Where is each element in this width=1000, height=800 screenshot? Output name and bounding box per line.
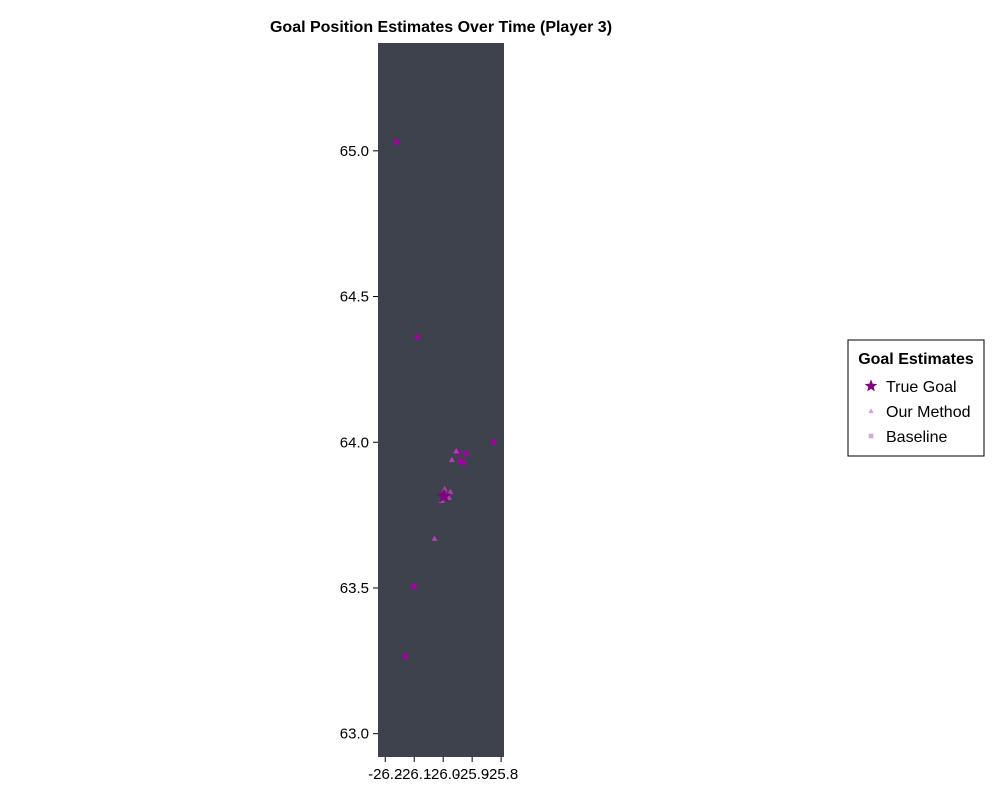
legend-label-true-goal: True Goal bbox=[886, 379, 957, 396]
legend-label-baseline: Baseline bbox=[886, 429, 947, 446]
data-points bbox=[394, 139, 497, 660]
baseline-point bbox=[457, 458, 464, 464]
baseline-point bbox=[415, 334, 421, 340]
plot-area bbox=[378, 43, 504, 757]
our-method-point bbox=[447, 488, 454, 495]
legend: Goal Estimates True Goal Our Method Baseli… bbox=[847, 339, 985, 457]
y-axis: 63.0 63.5 64.0 64.5 65.0 bbox=[340, 143, 378, 743]
baseline-point bbox=[460, 460, 467, 466]
baseline-point bbox=[411, 583, 417, 590]
our-method-point bbox=[441, 485, 448, 492]
baseline-point bbox=[463, 451, 469, 457]
y-tick-label: 63.0 bbox=[340, 726, 369, 743]
baseline-point bbox=[491, 439, 497, 445]
y-tick-label: 63.5 bbox=[340, 580, 369, 597]
y-tick-label: 65.0 bbox=[340, 143, 369, 160]
x-tick-label: -26.2 bbox=[368, 766, 402, 783]
legend-marker-baseline bbox=[868, 433, 874, 439]
x-tick-label: -26.0 bbox=[426, 766, 460, 783]
legend-label-our-method: Our Method bbox=[886, 404, 970, 421]
x-tick-label: -25.8 bbox=[484, 766, 518, 783]
x-tick-label: -26.1 bbox=[397, 766, 431, 783]
our-method-point bbox=[431, 535, 438, 541]
true-goal-point bbox=[436, 488, 452, 503]
baseline-point bbox=[394, 139, 400, 145]
baseline-point bbox=[402, 653, 409, 660]
y-tick-label: 64.0 bbox=[340, 434, 369, 451]
legend-entries: True Goal Our Method Baseline bbox=[864, 379, 970, 446]
x-axis: -26.2-26.1-26.0-25.9-25.8 bbox=[368, 757, 518, 783]
chart-title: Goal Position Estimates Over Time (Playe… bbox=[270, 19, 612, 36]
y-tick-label: 64.5 bbox=[340, 289, 369, 306]
legend-marker-true-goal bbox=[864, 379, 878, 392]
our-method-point bbox=[453, 448, 460, 454]
x-tick-label: -25.9 bbox=[455, 766, 489, 783]
our-method-point bbox=[448, 456, 455, 463]
legend-title: Goal Estimates bbox=[858, 351, 974, 368]
legend-marker-our-method bbox=[868, 408, 874, 414]
